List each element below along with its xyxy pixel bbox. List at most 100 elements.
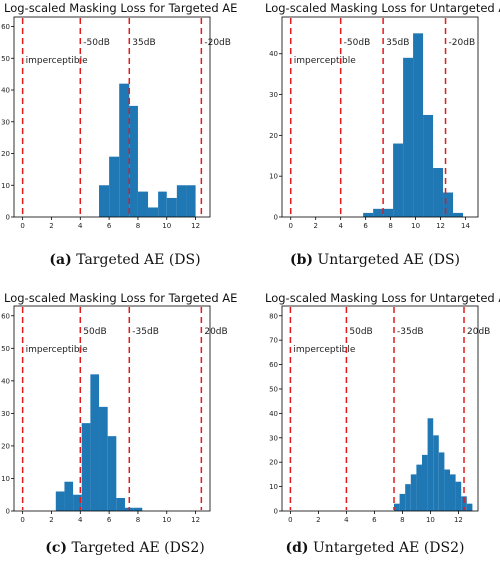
caption-c-text: Targeted AE (DS2) [71, 540, 205, 556]
chart-c-bar [73, 494, 82, 511]
chart-b-title: Log-scaled Masking Loss for Untargeted A… [265, 1, 500, 15]
chart-d-ytick-label: 80 [269, 312, 278, 320]
chart-b-threshold-label: 35dB [386, 38, 409, 48]
chart-b-bar [393, 143, 404, 217]
caption-d-letter: (d) [285, 540, 309, 556]
chart-d-ytick-label: 50 [269, 385, 278, 393]
chart-d-ytick-label: 40 [269, 410, 278, 418]
chart-d-bar [444, 469, 450, 511]
chart-a-threshold-label: -50dB [83, 38, 110, 48]
chart-d-xtick-label: 0 [288, 516, 292, 524]
chart-b-ytick-label: 10 [269, 173, 278, 181]
chart-a-threshold-label: 35dB [132, 38, 155, 48]
chart-c-ytick-label: 30 [1, 410, 10, 418]
chart-b-bar [423, 114, 434, 217]
caption-c: (c) Targeted AE (DS2) [0, 540, 250, 556]
chart-a-bar [137, 191, 149, 217]
chart-c-xtick-label: 12 [191, 516, 200, 524]
chart-d-bar [394, 503, 400, 511]
chart-a-xtick-label: 10 [162, 222, 171, 230]
chart-b-bar [413, 33, 424, 217]
chart-a-bar [158, 191, 167, 217]
chart-d-bar [410, 474, 417, 511]
chart-b-ytick-label: 20 [269, 132, 278, 140]
chart-c-xtick-label: 2 [49, 516, 53, 524]
chart-c-bar [107, 436, 117, 511]
chart-a-bar [129, 105, 138, 217]
chart-d-bar [433, 435, 439, 511]
chart-d-xtick-label: 4 [344, 516, 349, 524]
chart-a-bar [166, 197, 177, 217]
chart-c-threshold-label: 20dB [204, 327, 227, 337]
caption-b: (b) Untargeted AE (DS) [250, 252, 500, 268]
chart-c-bar [64, 481, 74, 511]
chart-b-bar [363, 212, 374, 217]
chart-d-threshold-label: imperceptible [293, 345, 355, 355]
chart-c-xtick-label: 4 [78, 516, 83, 524]
chart-c-bar [81, 423, 91, 511]
chart-a-ytick-label: 10 [1, 182, 10, 190]
chart-d-bar [466, 503, 473, 511]
chart-c-ytick-label: 20 [1, 442, 10, 450]
chart-c-bar [116, 497, 125, 511]
chart-b-bar [403, 57, 414, 217]
chart-d-threshold-label: 20dB [467, 327, 490, 337]
chart-d-threshold-label: 50dB [349, 327, 372, 337]
chart-d-ytick-label: 0 [274, 508, 278, 516]
chart-c-threshold-label: 50dB [83, 327, 106, 337]
chart-a-xtick-label: 4 [78, 222, 83, 230]
caption-b-letter: (b) [289, 252, 313, 268]
chart-d-frame [281, 305, 479, 512]
chart-b-bar [443, 192, 454, 217]
chart-a-threshold-label: imperceptible [26, 56, 88, 66]
chart-d-xtick-label: 2 [316, 516, 320, 524]
chart-b-bar [453, 212, 464, 217]
chart-a-bar [148, 207, 159, 217]
chart-c-ytick-label: 40 [1, 377, 10, 385]
chart-c-xtick-label: 10 [162, 516, 171, 524]
chart-c-xtick-label: 0 [20, 516, 24, 524]
chart-c-title: Log-scaled Masking Loss for Targeted AE [4, 291, 237, 305]
chart-c-xtick-label: 8 [136, 516, 140, 524]
chart-b-xtick-label: 8 [388, 222, 392, 230]
chart-b-bar [433, 168, 444, 217]
chart-b-bar [373, 208, 384, 217]
caption-b-text: Untargeted AE (DS) [317, 252, 461, 268]
chart-c-threshold-label: -35dB [132, 327, 159, 337]
chart-a-ytick-label: 20 [1, 150, 10, 158]
chart-b-xtick-label: 12 [436, 222, 445, 230]
chart-b-threshold-label: -50dB [344, 38, 371, 48]
chart-a-xtick-label: 12 [191, 222, 200, 230]
chart-d-bar [427, 418, 434, 511]
chart-b-ytick-label: 30 [269, 91, 278, 99]
chart-a-frame [13, 16, 211, 218]
caption-d: (d) Untargeted AE (DS2) [250, 540, 500, 556]
chart-d-bar [399, 493, 406, 511]
chart-b-xtick-label: 14 [461, 222, 470, 230]
chart-a-bar [99, 185, 110, 217]
caption-a-text: Targeted AE (DS) [76, 252, 201, 268]
chart-a-bar [119, 83, 130, 218]
caption-d-text: Untargeted AE (DS2) [313, 540, 465, 556]
caption-c-letter: (c) [45, 540, 68, 556]
chart-c-bar [90, 374, 100, 511]
chart-b-xtick-label: 4 [338, 222, 343, 230]
chart-d-xtick-label: 10 [426, 516, 435, 524]
chart-d-bar [461, 496, 467, 511]
chart-d-threshold-label: -35dB [397, 327, 424, 337]
chart-d-bar [422, 454, 428, 511]
caption-a: (a) Targeted AE (DS) [0, 252, 250, 268]
chart-b-xtick-label: 6 [363, 222, 368, 230]
chart-d-bar [416, 464, 422, 511]
chart-c-ytick-label: 50 [1, 345, 10, 353]
chart-a-ytick-label: 0 [6, 214, 10, 222]
caption-a-letter: (a) [49, 252, 72, 268]
chart-b-xtick-label: 0 [289, 222, 293, 230]
chart-a-threshold-label: -20dB [204, 38, 231, 48]
chart-b-ytick-label: 40 [269, 50, 278, 58]
chart-d-ytick-label: 60 [269, 361, 278, 369]
chart-b-bar [383, 208, 394, 217]
chart-a-ytick-label: 60 [1, 23, 10, 31]
chart-c-ytick-label: 60 [1, 312, 10, 320]
